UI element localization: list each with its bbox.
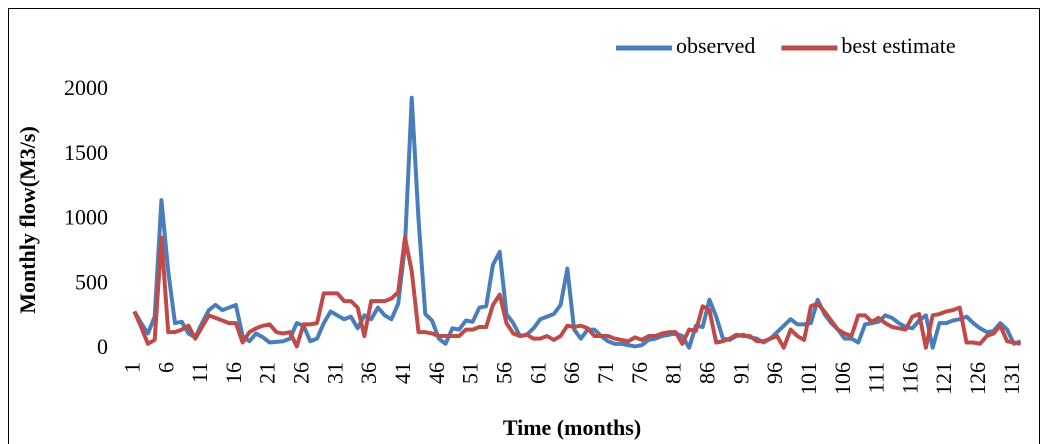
x-tick-label: 96: [762, 362, 787, 384]
x-tick-label: 61: [525, 362, 550, 384]
x-tick-label: 31: [322, 362, 347, 384]
y-tick-label: 0: [97, 334, 108, 359]
x-tick-label: 86: [694, 362, 719, 384]
x-tick-label: 6: [153, 362, 178, 373]
x-tick-label: 76: [627, 362, 652, 384]
x-axis-label: Time (months): [503, 415, 641, 440]
legend-label: observed: [676, 33, 755, 58]
x-tick-label: 21: [255, 362, 280, 384]
x-tick-label: 66: [559, 362, 584, 384]
x-tick-label: 91: [728, 362, 753, 384]
x-tick-label: 126: [965, 362, 990, 395]
x-tick-label: 46: [424, 362, 449, 384]
x-tick-label: 51: [458, 362, 483, 384]
x-tick-label: 121: [931, 362, 956, 395]
x-tick-label: 101: [796, 362, 821, 395]
frame: [8, 8, 1040, 444]
x-tick-label: 111: [864, 362, 889, 393]
y-axis-label: Monthly flow(M3/s): [15, 126, 40, 314]
x-tick-label: 71: [593, 362, 618, 384]
data-line: [132, 235, 1021, 350]
x-tick-label: 81: [661, 362, 686, 384]
x-tick-label: 1: [119, 362, 144, 373]
x-tick-label: 36: [356, 362, 381, 384]
y-tick-label: 500: [75, 269, 108, 294]
x-tick-label: 16: [221, 362, 246, 384]
x-tick-label: 106: [830, 362, 855, 395]
legend-label: best estimate: [841, 33, 955, 58]
x-tick-label: 131: [999, 362, 1024, 395]
y-tick-label: 1500: [64, 140, 108, 165]
y-tick-label: 1000: [64, 205, 108, 230]
data-line: [132, 95, 1022, 350]
x-tick-label: 26: [289, 362, 314, 384]
x-tick-label: 41: [390, 362, 415, 384]
x-tick-label: 11: [187, 362, 212, 383]
x-tick-label: 116: [897, 362, 922, 394]
y-tick-label: 2000: [64, 75, 108, 100]
x-tick-label: 56: [492, 362, 517, 384]
